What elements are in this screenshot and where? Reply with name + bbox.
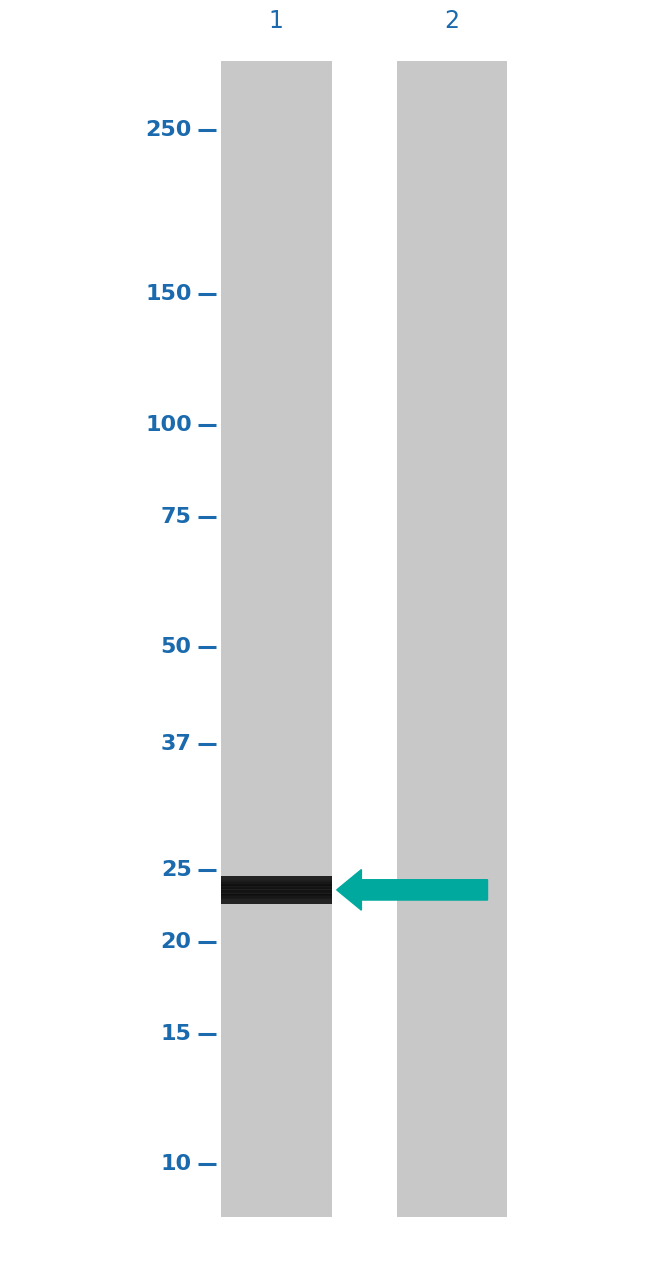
Text: 150: 150: [145, 284, 192, 305]
Bar: [221, 880, 332, 892]
Bar: [221, 876, 332, 904]
Text: 1: 1: [269, 9, 283, 33]
Text: 25: 25: [161, 860, 192, 880]
Bar: [221, 883, 332, 886]
Bar: [221, 876, 332, 886]
Bar: [221, 884, 332, 895]
Bar: [221, 892, 332, 902]
Bar: [221, 890, 332, 902]
Text: 100: 100: [145, 414, 192, 434]
Text: 50: 50: [161, 638, 192, 658]
Bar: [221, 889, 332, 894]
Bar: [221, 881, 332, 893]
Bar: [221, 885, 332, 895]
Text: 250: 250: [146, 121, 192, 140]
Bar: [221, 878, 332, 889]
Bar: [221, 888, 332, 899]
Bar: [221, 893, 332, 904]
Bar: [221, 886, 332, 898]
Bar: [221, 876, 332, 880]
Text: 20: 20: [161, 932, 192, 951]
Text: 10: 10: [161, 1154, 192, 1175]
Bar: [221, 886, 332, 890]
Bar: [221, 885, 332, 897]
FancyArrow shape: [337, 870, 488, 911]
Bar: [396, 61, 507, 1217]
Bar: [221, 876, 332, 888]
Bar: [221, 888, 332, 899]
Bar: [221, 883, 332, 894]
Text: 75: 75: [161, 507, 192, 527]
Bar: [221, 897, 332, 900]
Bar: [221, 879, 332, 890]
Bar: [221, 899, 332, 904]
Bar: [221, 883, 332, 893]
Text: 15: 15: [161, 1024, 192, 1044]
Bar: [221, 893, 332, 897]
Text: 37: 37: [161, 734, 192, 754]
Bar: [221, 879, 332, 884]
Text: 2: 2: [444, 9, 460, 33]
Bar: [221, 892, 332, 903]
Bar: [221, 879, 332, 890]
Bar: [221, 889, 332, 900]
Bar: [221, 61, 332, 1217]
